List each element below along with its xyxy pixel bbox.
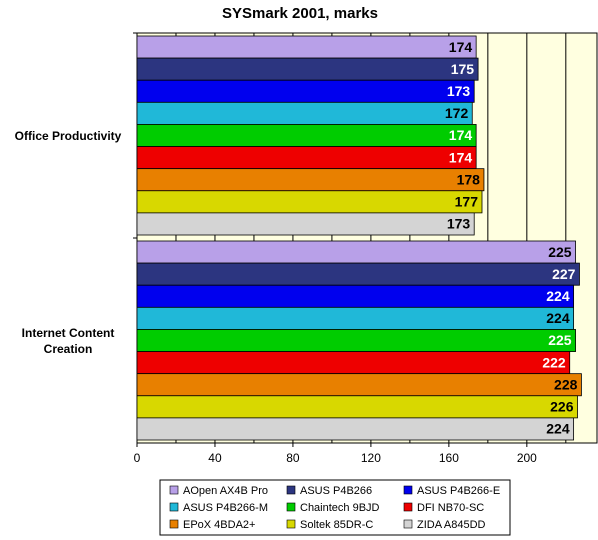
legend-swatch [403, 519, 413, 529]
legend-label: EPoX 4BDA2+ [183, 519, 255, 531]
bar [136, 168, 485, 192]
value-label: 225 [548, 332, 572, 348]
bar [136, 306, 575, 330]
legend-label: ASUS P4B266-E [417, 485, 500, 497]
bar [136, 351, 571, 375]
bar [136, 146, 477, 170]
value-label: 225 [548, 244, 572, 260]
legend-swatch [286, 519, 296, 529]
value-label: 177 [455, 194, 479, 210]
legend-swatch [403, 485, 413, 495]
value-label: 175 [451, 61, 475, 77]
legend-label: Chaintech 9BJD [300, 502, 380, 514]
bar [136, 212, 475, 236]
legend-label: DFI NB70-SC [417, 502, 484, 514]
legend-swatch [169, 502, 179, 512]
value-label: 174 [449, 127, 473, 143]
bar [136, 395, 578, 419]
x-tick-label: 0 [134, 451, 141, 465]
bar [136, 35, 477, 59]
x-tick-label: 80 [286, 451, 300, 465]
value-label: 228 [554, 376, 578, 392]
legend-swatch [286, 502, 296, 512]
value-label: 224 [546, 288, 570, 304]
y-category-label: Internet Content Creation [21, 325, 115, 356]
legend-swatch [403, 502, 413, 512]
x-tick-label: 200 [517, 451, 537, 465]
x-tick-label: 40 [208, 451, 222, 465]
bar [136, 373, 582, 397]
legend-label: ZIDA A845DD [417, 519, 486, 531]
legend-label: ASUS P4B266-M [183, 502, 268, 514]
value-label: 173 [447, 216, 471, 232]
value-label: 224 [546, 421, 570, 437]
bar [136, 417, 575, 441]
legend-swatch [169, 485, 179, 495]
value-label: 174 [449, 149, 473, 165]
value-label: 224 [546, 310, 570, 326]
bar [136, 190, 483, 214]
legend-swatch [169, 519, 179, 529]
bar [136, 262, 580, 286]
value-label: 222 [542, 354, 566, 370]
value-label: 173 [447, 83, 471, 99]
bar [136, 124, 477, 147]
bar [136, 284, 575, 308]
legend-label: Soltek 85DR-C [300, 519, 373, 531]
bar [136, 240, 576, 264]
value-label: 174 [449, 39, 473, 55]
bar [136, 329, 576, 352]
value-label: 226 [550, 399, 574, 415]
legend-swatch [286, 485, 296, 495]
bar [136, 79, 475, 103]
value-label: 227 [552, 266, 576, 282]
chart-title: SYSmark 2001, marks [222, 5, 378, 22]
value-label: 172 [445, 105, 469, 121]
bar [136, 57, 479, 81]
legend-label: AOpen AX4B Pro [183, 485, 268, 497]
bar [136, 101, 473, 125]
legend-label: ASUS P4B266 [300, 485, 372, 497]
x-tick-label: 160 [439, 451, 459, 465]
y-category-label: Office Productivity [14, 128, 122, 143]
value-label: 178 [457, 171, 481, 187]
x-tick-label: 120 [361, 451, 381, 465]
legend-box [159, 479, 511, 536]
